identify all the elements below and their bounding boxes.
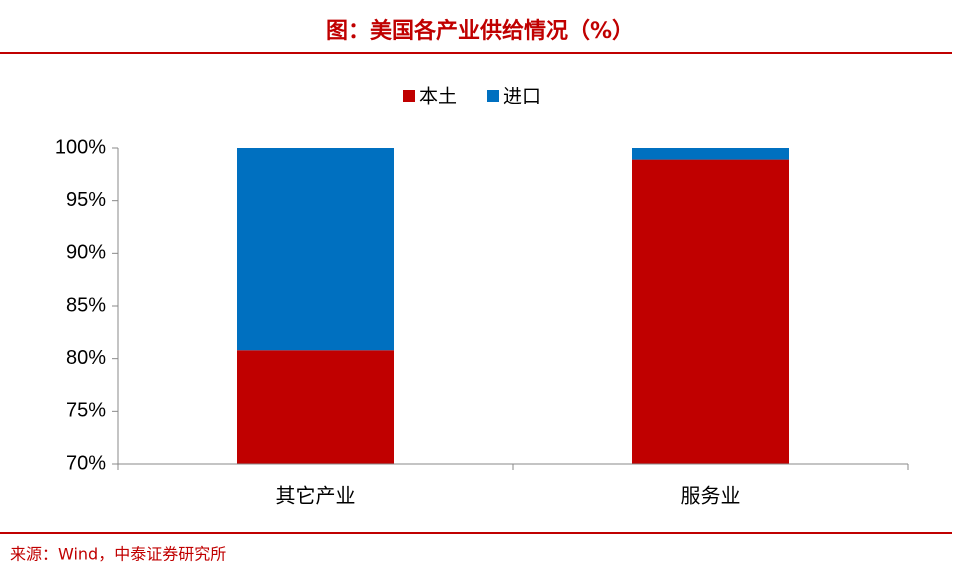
legend-label: 本土 (419, 86, 457, 108)
bar-segment (237, 350, 394, 464)
bar-segment (632, 159, 789, 464)
x-tick-label: 服务业 (681, 484, 741, 508)
legend-swatch (403, 90, 415, 102)
legend-swatch (487, 90, 499, 102)
bar-segment (632, 148, 789, 160)
bar-segment (237, 148, 394, 351)
source-note: 来源：Wind，中泰证券研究所 (10, 545, 226, 564)
chart-title: 图：美国各产业供给情况（%） (326, 18, 634, 44)
y-tick-label: 95% (66, 189, 106, 211)
y-tick-label: 70% (66, 452, 106, 474)
y-tick-label: 80% (66, 347, 106, 369)
y-tick-label: 90% (66, 242, 106, 264)
x-tick-label: 其它产业 (276, 484, 356, 508)
y-tick-label: 75% (66, 400, 106, 422)
y-tick-label: 85% (66, 294, 106, 316)
y-tick-label: 100% (55, 136, 106, 158)
legend-label: 进口 (503, 86, 541, 108)
